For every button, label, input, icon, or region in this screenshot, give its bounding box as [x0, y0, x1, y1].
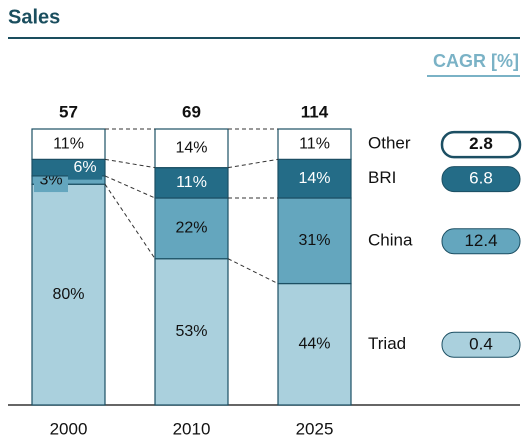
cagr-label: 2.8 — [469, 134, 493, 153]
value-label: 14% — [175, 140, 207, 157]
connector — [104, 175, 156, 199]
cagr-label: 12.4 — [464, 231, 497, 250]
value-label: 53% — [175, 323, 207, 340]
cagr-label: 6.8 — [469, 169, 493, 188]
x-tick-label: 2000 — [50, 419, 88, 438]
bar-segment — [31, 183, 106, 406]
value-label: 22% — [175, 220, 207, 237]
connector — [227, 258, 279, 285]
value-label: 80% — [52, 286, 84, 303]
bar-segment — [277, 128, 352, 160]
connector — [104, 158, 156, 169]
total-label: 69 — [182, 102, 201, 121]
value-label: 44% — [298, 335, 330, 352]
legend-label: Triad — [368, 334, 406, 353]
value-label: 11% — [299, 135, 330, 152]
bar-segment — [31, 128, 106, 160]
connector — [104, 183, 156, 259]
connector — [227, 158, 279, 169]
value-label: 11% — [53, 135, 84, 152]
x-tick-label: 2010 — [173, 419, 211, 438]
cagr-pill — [440, 130, 522, 159]
value-label: 14% — [298, 170, 330, 187]
bar-segment — [154, 128, 229, 169]
value-label: 6% — [73, 159, 96, 176]
cagr-title: CAGR [%] — [433, 51, 519, 71]
value-label: 11% — [176, 174, 207, 191]
value-label: 31% — [298, 232, 330, 249]
bar-segment — [277, 282, 352, 406]
bar-segment — [277, 158, 352, 199]
bar-segment — [154, 197, 229, 260]
total-label: 57 — [59, 102, 78, 121]
bar-segment — [277, 197, 352, 285]
bar-segment — [154, 258, 229, 406]
chart-title: Sales — [8, 6, 60, 28]
cagr-pill — [441, 166, 521, 193]
cagr-label: 0.4 — [469, 334, 493, 353]
cagr-pill — [441, 331, 521, 358]
legend-label: China — [368, 230, 413, 249]
cagr-pill — [441, 228, 521, 255]
legend-label: BRI — [368, 168, 396, 187]
x-tick-label: 2025 — [296, 419, 334, 438]
legend-label: Other — [368, 134, 411, 153]
total-label: 114 — [301, 102, 329, 121]
